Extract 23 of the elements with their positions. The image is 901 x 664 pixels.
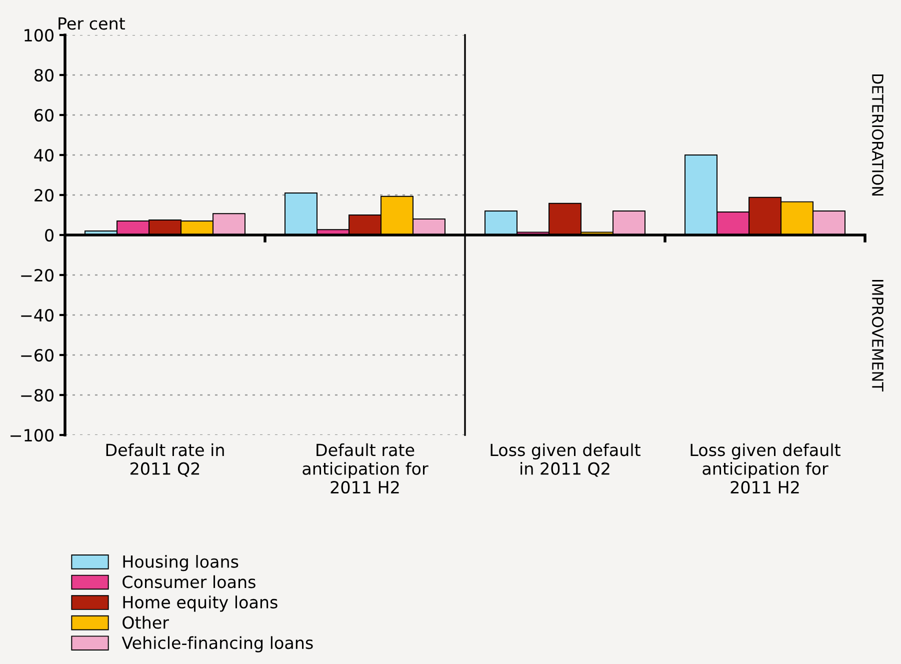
x-tick-label: Loss given default in 2011 Q2	[490, 443, 640, 477]
x-tick-label: Default rate in 2011 Q2	[106, 443, 224, 477]
legend-label: Vehicle-financing loans	[122, 636, 313, 652]
legend-label: Housing loans	[123, 555, 238, 572]
legend-label: Other	[122, 616, 169, 629]
y-tick-label: 20	[34, 188, 54, 202]
y-tick-label: 100	[24, 28, 54, 42]
y-tick-label: −40	[21, 308, 54, 322]
y-tick-label: 40	[34, 148, 54, 162]
text: IMPROVEMENT	[872, 280, 884, 392]
y-tick-label: −80	[21, 388, 54, 402]
y-tick-label: −20	[21, 268, 54, 282]
text: DETERIORATION	[872, 74, 884, 196]
x-tick-label: Loss given default anticipation for 2011 H2	[690, 443, 840, 494]
y-tick-label: −60	[21, 348, 54, 362]
y-tick-label: 80	[34, 68, 54, 82]
y-tick-label: 60	[34, 108, 54, 122]
x-tick-label: Default rate anticipation for 2011 H2	[302, 443, 428, 494]
legend-label: Consumer loans	[122, 575, 256, 588]
y-tick-label: −100	[10, 428, 54, 442]
y-axis-title: Per cent	[58, 17, 125, 30]
legend-label: Home equity loans	[123, 596, 278, 612]
y-tick-label: 0	[45, 228, 54, 242]
